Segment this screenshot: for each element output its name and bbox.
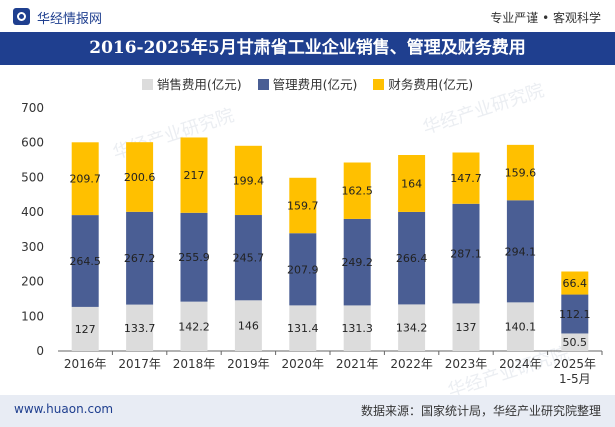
- bar-1-0: [71, 215, 99, 307]
- bar-1-4: [289, 233, 317, 306]
- data-label: 217: [184, 169, 205, 182]
- bar-1-5: [343, 218, 371, 306]
- top-bar: 华经情报网 专业严谨 • 客观科学: [0, 0, 615, 32]
- data-label: 66.4: [563, 277, 588, 290]
- bar-2-3: [234, 145, 262, 216]
- data-label: 147.7: [450, 172, 482, 185]
- data-label: 209.7: [69, 173, 101, 186]
- bar-2-6: [398, 155, 426, 212]
- data-label: 140.1: [505, 321, 537, 334]
- bar-0-2: [180, 301, 208, 351]
- bar-1-1: [126, 211, 154, 305]
- x-tick-label: 2016年: [64, 357, 107, 371]
- bar-2-7: [452, 152, 480, 204]
- data-label: 249.2: [341, 256, 373, 269]
- bar-1-2: [180, 212, 208, 302]
- data-label: 164: [401, 177, 422, 190]
- data-label: 200.6: [124, 171, 156, 184]
- bar-1-7: [452, 203, 480, 304]
- data-label: 134.2: [396, 322, 428, 335]
- data-label: 159.6: [505, 167, 537, 180]
- y-tick-label: 200: [21, 275, 44, 289]
- bar-0-9: [561, 333, 589, 351]
- data-label: 112.1: [559, 308, 591, 321]
- bar-0-4: [289, 305, 317, 351]
- y-tick-label: 700: [21, 101, 44, 115]
- bar-2-1: [126, 142, 154, 212]
- legend-item-selling: 销售费用(亿元): [141, 74, 242, 93]
- x-tick-label: 2019年: [227, 357, 270, 371]
- bar-2-9: [561, 271, 589, 295]
- bar-2-0: [71, 142, 99, 216]
- x-tick-label: 2022年: [390, 357, 433, 371]
- legend-swatch-selling: [141, 79, 153, 90]
- x-tick-label: 1-5月: [559, 372, 591, 386]
- data-label: 131.3: [341, 322, 373, 335]
- y-tick-label: 300: [21, 240, 44, 254]
- data-label: 142.2: [178, 320, 210, 333]
- data-label: 266.4: [396, 252, 428, 265]
- bar-1-3: [234, 215, 262, 301]
- x-tick-label: 2018年: [173, 357, 216, 371]
- brand-logo-icon: [13, 8, 30, 25]
- data-label: 131.4: [287, 322, 319, 335]
- data-label: 162.5: [341, 185, 373, 198]
- bar-2-4: [289, 177, 317, 234]
- data-label: 287.1: [450, 248, 482, 261]
- data-label: 199.4: [233, 174, 265, 187]
- bar-0-6: [398, 304, 426, 351]
- data-label: 133.7: [124, 322, 156, 335]
- legend-item-admin: 管理费用(亿元): [257, 74, 358, 93]
- y-tick-label: 400: [21, 205, 44, 219]
- bar-1-6: [398, 211, 426, 305]
- bar-1-9: [561, 294, 589, 334]
- data-label: 255.9: [178, 251, 210, 264]
- data-label: 146: [238, 320, 259, 333]
- footer-bar: www.huaon.com 数据来源：国家统计局，华经产业研究院整理: [0, 395, 615, 427]
- brand-name: 华经情报网: [37, 12, 103, 27]
- title-bar: 2016-2025年5月甘肃省工业企业销售、管理及财务费用: [0, 32, 615, 65]
- chart-title: 2016-2025年5月甘肃省工业企业销售、管理及财务费用: [89, 38, 526, 58]
- footer-website-link[interactable]: www.huaon.com: [14, 402, 114, 416]
- bar-0-5: [343, 305, 371, 351]
- data-label: 264.5: [69, 255, 101, 268]
- chart-plot: 0 100 200 300 400 500 600 700 127 264.5 209.7 2016年…: [21, 101, 603, 386]
- x-tick-label: 2024年: [499, 357, 542, 371]
- bar-0-7: [452, 303, 480, 351]
- x-tick-label: 2025年: [554, 357, 597, 371]
- bar-0-1: [126, 304, 154, 351]
- x-tick-label: 2017年: [118, 357, 161, 371]
- data-label: 267.2: [124, 252, 156, 265]
- bar-2-8: [506, 144, 534, 201]
- footer-source: 数据来源：国家统计局，华经产业研究院整理: [360, 404, 601, 418]
- slogan: 专业严谨 • 客观科学: [490, 11, 601, 25]
- legend-swatch-admin: [257, 79, 269, 90]
- data-label: 294.1: [505, 245, 537, 258]
- bar-0-3: [234, 300, 262, 351]
- bar-2-2: [180, 137, 208, 213]
- legend-swatch-finance: [373, 79, 385, 90]
- legend-label-admin: 管理费用(亿元): [272, 77, 358, 92]
- legend-label-finance: 财务费用(亿元): [388, 77, 474, 92]
- legend-item-finance: 财务费用(亿元): [373, 74, 473, 93]
- x-tick-label: 2023年: [445, 357, 488, 371]
- bar-1-8: [506, 200, 534, 303]
- y-tick-label: 100: [21, 309, 44, 323]
- data-label: 245.7: [233, 252, 265, 265]
- data-label: 207.9: [287, 263, 319, 276]
- y-tick-label: 600: [21, 136, 44, 150]
- x-tick-label: 2020年: [282, 357, 325, 371]
- legend-label-selling: 销售费用(亿元): [156, 77, 242, 92]
- x-tick-label: 2021年: [336, 357, 379, 371]
- y-tick-label: 0: [36, 344, 44, 358]
- chart-legend: 销售费用(亿元) 管理费用(亿元) 财务费用(亿元): [0, 74, 615, 92]
- y-tick-label: 500: [21, 170, 44, 184]
- bar-0-8: [506, 302, 534, 351]
- data-label: 50.5: [563, 336, 588, 349]
- data-label: 127: [75, 323, 96, 336]
- data-label: 159.7: [287, 199, 319, 212]
- bar-0-0: [71, 306, 99, 351]
- bar-2-5: [343, 162, 371, 219]
- data-label: 137: [456, 321, 477, 334]
